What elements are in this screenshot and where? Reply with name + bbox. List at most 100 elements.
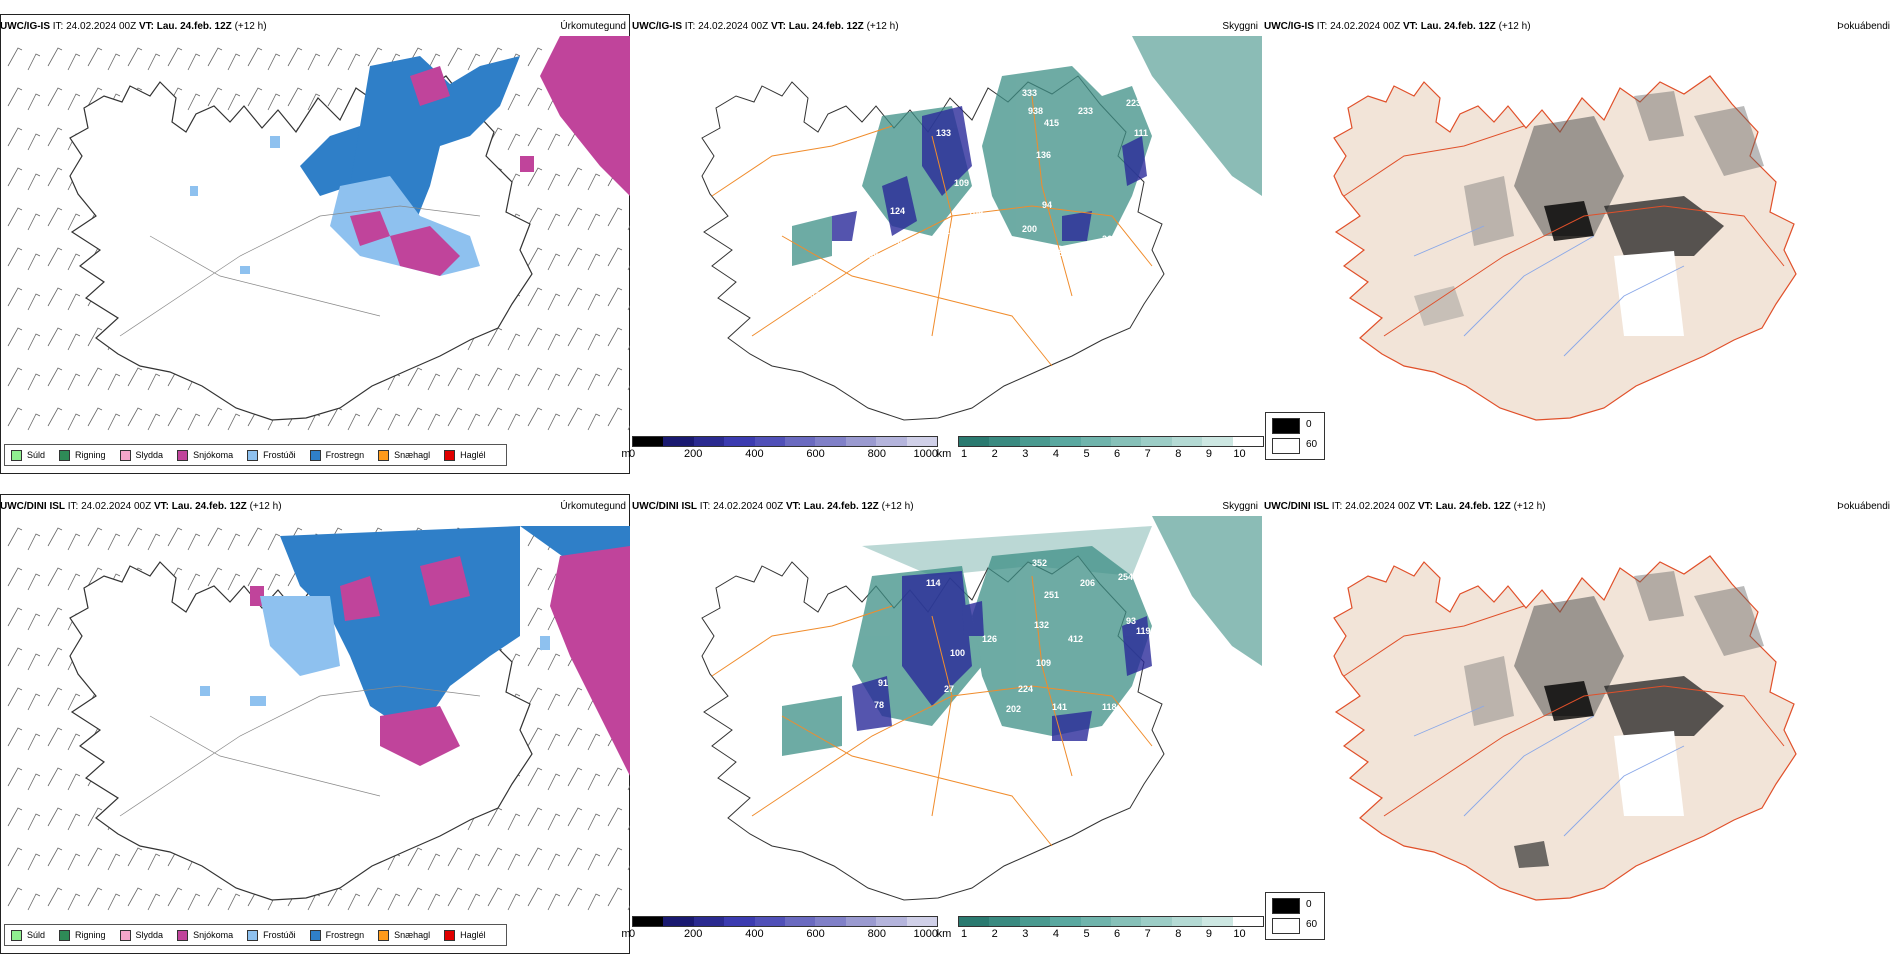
legend-swatch bbox=[247, 449, 259, 461]
it-label: IT: bbox=[1316, 21, 1328, 32]
cloud-base-tick: 1000 bbox=[913, 928, 938, 940]
panel-title: Skyggni bbox=[1222, 501, 1258, 512]
visibility-panel-bottom: UWC/DINI ISL IT: 24.02.2024 00Z VT: Lau.… bbox=[632, 494, 1262, 954]
init-time: 24.02.2024 00Z bbox=[1330, 21, 1401, 32]
legend-item: Rigning bbox=[59, 449, 106, 461]
model-name: UWC/IG-IS bbox=[1264, 21, 1314, 32]
cloud-base-label: 93 bbox=[1126, 616, 1136, 626]
vt-label: VT: bbox=[1402, 21, 1418, 32]
valid-time: Lau. 24.feb. 12Z bbox=[803, 501, 879, 512]
cloud-base-tick: 0 bbox=[628, 928, 636, 940]
fog-key-black bbox=[1272, 898, 1300, 914]
visibility-ticks: km 1 2 3 4 5 6 7 8 9 10 bbox=[937, 928, 1264, 942]
vt-label: VT: bbox=[770, 21, 786, 32]
init-time: 24.02.2024 00Z bbox=[713, 501, 784, 512]
panel-title: Þokuábendi bbox=[1837, 501, 1890, 512]
cloud-base-tick: 800 bbox=[867, 448, 886, 460]
cloud-base-label: 12 bbox=[920, 254, 930, 264]
legend-item: Rigning bbox=[59, 929, 106, 941]
legend-label: Slydda bbox=[135, 930, 164, 940]
visibility-tick: 6 bbox=[1114, 448, 1121, 460]
legend-item: Súld bbox=[11, 449, 45, 461]
visibility-tick: 4 bbox=[1052, 448, 1059, 460]
cloud-base-label: 109 bbox=[1036, 658, 1051, 668]
legend-item: Slydda bbox=[119, 929, 164, 941]
legend-item: Frostúði bbox=[247, 449, 296, 461]
cloud-base-colorbar: m 0 200 400 600 800 1000 bbox=[621, 916, 938, 942]
legend-label: Súld bbox=[27, 930, 46, 940]
it-label: IT: bbox=[699, 501, 711, 512]
cloud-base-label: 126 bbox=[982, 634, 997, 644]
precip-type-panel-top: UWC/IG-IS IT: 24.02.2024 00Z VT: Lau. 24… bbox=[0, 14, 630, 474]
visibility-tick: 9 bbox=[1205, 928, 1212, 940]
visibility-tick: 8 bbox=[1175, 448, 1182, 460]
panel-title: Úrkomutegund bbox=[560, 21, 626, 32]
cloud-base-label: 100 bbox=[950, 648, 965, 658]
visibility-ticks: km 1 2 3 4 5 6 7 8 9 10 bbox=[937, 448, 1264, 462]
vt-label: VT: bbox=[1417, 501, 1433, 512]
cloud-base-label: 119 bbox=[1136, 626, 1151, 636]
visibility-tick: 4 bbox=[1052, 928, 1059, 940]
visibility-tick: 10 bbox=[1233, 928, 1246, 940]
cloud-base-label: 241 bbox=[1010, 250, 1025, 260]
it-label: IT: bbox=[684, 21, 696, 32]
legend-label: Snæhagl bbox=[394, 930, 431, 940]
legend-item: Snæhagl bbox=[378, 929, 431, 941]
vt-label: VT: bbox=[785, 501, 801, 512]
fog-map bbox=[1333, 75, 1797, 421]
fog-rivers bbox=[1413, 705, 1685, 837]
fog-key: 0 60 bbox=[1265, 412, 1325, 460]
cloud-base-label: 109 bbox=[954, 178, 969, 188]
model-name: UWC/DINI ISL bbox=[632, 501, 697, 512]
cloud-base-label: 110 bbox=[940, 226, 955, 236]
precip-legend: Súld Rigning Slydda Snjókoma Frostúði Fr… bbox=[4, 924, 507, 946]
snjokoma-areas bbox=[250, 546, 630, 776]
cloud-base-labels: 352 206 254 251 114 132 93 412 109 100 1… bbox=[844, 558, 1151, 776]
visibility-tick: 7 bbox=[1144, 928, 1151, 940]
visibility-colorbar: km 1 2 3 4 5 6 7 8 9 10 bbox=[937, 436, 1264, 462]
cloud-base-label: 135 bbox=[974, 696, 989, 706]
cloud-base-unit: m bbox=[621, 928, 631, 940]
legend-swatch bbox=[378, 929, 390, 941]
legend-swatch bbox=[444, 929, 456, 941]
cloud-base-unit: m bbox=[621, 448, 631, 460]
visibility-unit: km bbox=[936, 928, 952, 940]
visibility-tick: 5 bbox=[1083, 448, 1090, 460]
cloud-base-label: 62 bbox=[810, 290, 820, 300]
precip-legend: Súld Rigning Slydda Snjókoma Frostúði Fr… bbox=[4, 444, 507, 466]
visibility-panel-top: UWC/IG-IS IT: 24.02.2024 00Z VT: Lau. 24… bbox=[632, 14, 1262, 474]
legend-label: Frostúði bbox=[263, 930, 296, 940]
visibility-colorbar: km 1 2 3 4 5 6 7 8 9 10 bbox=[937, 916, 1264, 942]
cloud-base-colorbar: m 0 200 400 600 800 1000 bbox=[621, 436, 938, 462]
cloud-base-label: 91 bbox=[878, 678, 888, 688]
fog-key-label: 60 bbox=[1306, 439, 1318, 450]
legend-swatch bbox=[378, 449, 390, 461]
init-time: 24.02.2024 00Z bbox=[698, 21, 769, 32]
visibility-tick: 2 bbox=[991, 448, 998, 460]
lead-time: (+12 h) bbox=[1513, 501, 1546, 512]
cloud-base-label: 206 bbox=[1080, 578, 1095, 588]
cloud-base-tick: 800 bbox=[867, 928, 886, 940]
legend-label: Slydda bbox=[135, 450, 164, 460]
visibility-tick: 9 bbox=[1205, 448, 1212, 460]
visibility-colorbar-bar bbox=[958, 916, 1264, 927]
visibility-tick: 10 bbox=[1233, 448, 1246, 460]
legend-swatch bbox=[119, 449, 131, 461]
cloud-base-label: 352 bbox=[1032, 558, 1047, 568]
cloud-base-label: 224 bbox=[1018, 684, 1033, 694]
fog-key-white bbox=[1272, 438, 1300, 454]
cloud-base-label: 78 bbox=[874, 700, 884, 710]
fog-panel-bottom: UWC/DINI ISL IT: 24.02.2024 00Z VT: Lau.… bbox=[1264, 494, 1894, 954]
legend-label: Frostúði bbox=[263, 450, 296, 460]
cloud-base-label: 80 bbox=[892, 236, 902, 246]
cloud-base-label: 938 bbox=[1028, 106, 1043, 116]
visibility-tick: 7 bbox=[1144, 448, 1151, 460]
cloud-base-label: 133 bbox=[936, 128, 951, 138]
cloud-base-label: 254 bbox=[1118, 572, 1133, 582]
legend-label: Frostregn bbox=[325, 930, 365, 940]
lead-time: (+12 h) bbox=[1498, 21, 1531, 32]
cloud-base-label: 69 bbox=[868, 250, 878, 260]
cloud-base-label: 136 bbox=[1036, 150, 1051, 160]
legend-item: Frostregn bbox=[309, 929, 365, 941]
visibility-tick: 1 bbox=[961, 448, 968, 460]
